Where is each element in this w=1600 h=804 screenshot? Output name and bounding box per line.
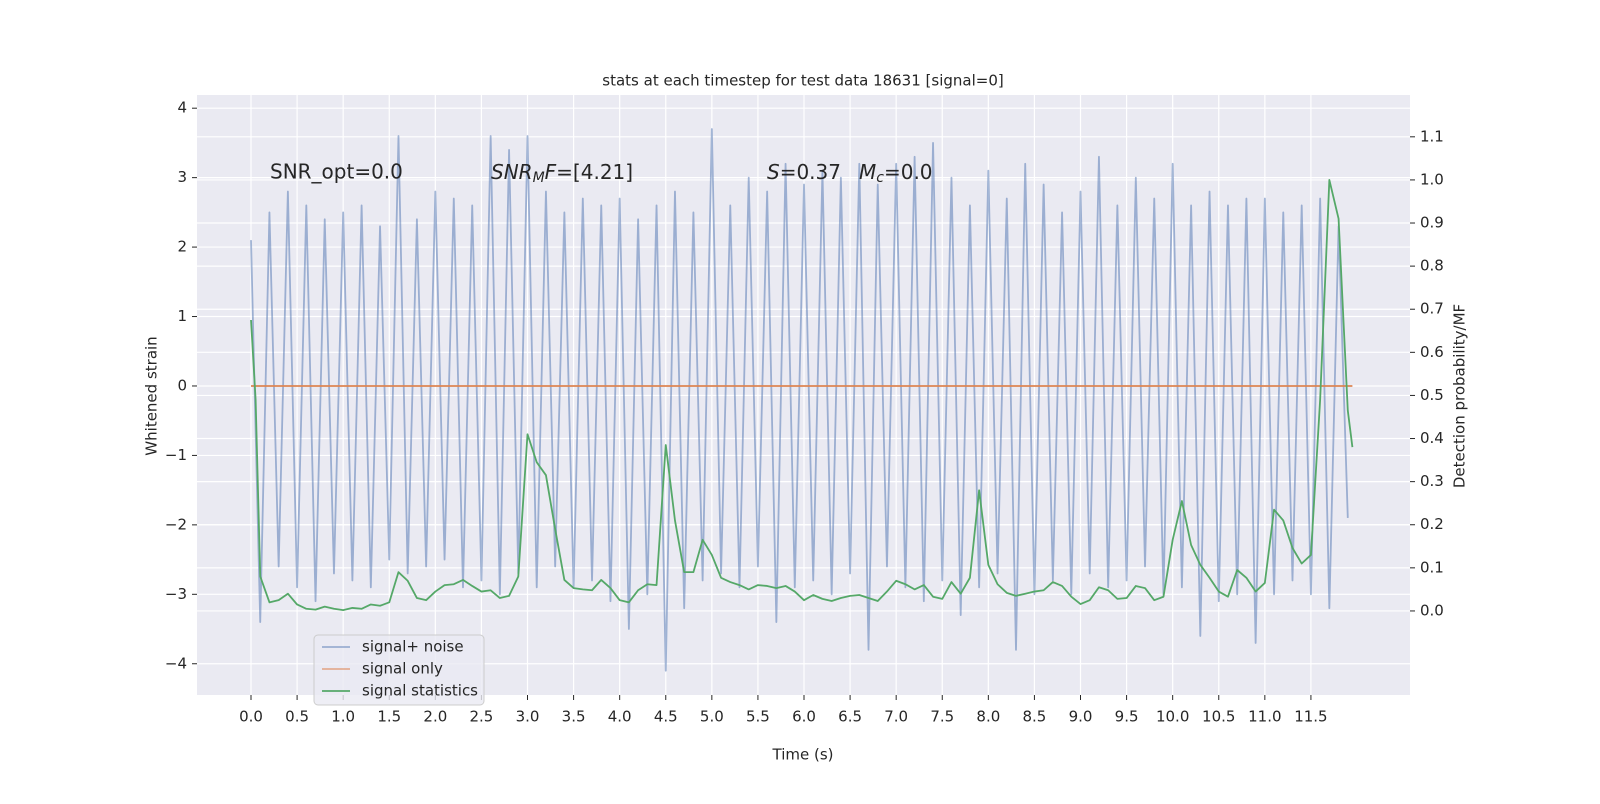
x-tick-label: 2.0 <box>423 708 447 726</box>
x-tick-label: 4.0 <box>608 708 632 726</box>
x-tick-label: 10.5 <box>1202 708 1235 726</box>
x-tick-label: 3.0 <box>516 708 540 726</box>
x-tick-label: 4.5 <box>654 708 678 726</box>
x-tick-label: 5.0 <box>700 708 724 726</box>
y-tick-label: 3 <box>177 168 187 186</box>
y2-tick-label: 0.9 <box>1420 214 1444 232</box>
y2-tick-label: 0.0 <box>1420 601 1444 619</box>
x-tick-label: 8.0 <box>976 708 1000 726</box>
y-tick-label: 2 <box>177 238 187 256</box>
y2-tick-label: 0.6 <box>1420 343 1444 361</box>
x-tick-label: 1.5 <box>377 708 401 726</box>
annotation: SNR_opt=0.0 <box>270 160 403 184</box>
y2-tick-label: 0.7 <box>1420 300 1444 318</box>
y-tick-label: −4 <box>165 654 187 672</box>
x-tick-label: 2.5 <box>469 708 493 726</box>
y2-tick-label: 0.4 <box>1420 429 1444 447</box>
lines <box>250 128 1354 672</box>
y-axis-label: Whitened strain <box>143 336 161 455</box>
annotation: S=0.37 Mc=0.0 <box>767 160 933 187</box>
x-tick-label: 10.0 <box>1156 708 1189 726</box>
x-tick-label: 5.5 <box>746 708 770 726</box>
annotation-part: c <box>876 170 884 186</box>
x-tick-label: 9.5 <box>1115 708 1139 726</box>
annotation-part: M <box>859 160 876 184</box>
y2-tick-label: 0.5 <box>1420 386 1444 404</box>
x-tick-label: 9.0 <box>1069 708 1093 726</box>
axes: 0.0 0.5 1.0 1.5 2.0 2.5 3.0 3.5 4.0 4.5 5.0 5.5 6.0 6… <box>165 99 1444 726</box>
y2-tick-label: 0.3 <box>1420 472 1444 490</box>
legend-label: signal only <box>362 660 443 678</box>
series-line <box>250 179 1354 611</box>
legend-box <box>313 634 485 706</box>
x-tick-label: 0.0 <box>239 708 263 726</box>
x-tick-label: 6.5 <box>838 708 862 726</box>
x-tick-label: 11.5 <box>1294 708 1327 726</box>
x-tick-label: 8.5 <box>1022 708 1046 726</box>
y2-tick-label: 1.0 <box>1420 170 1444 188</box>
y2-axis-label: Detection probability/MF <box>1451 304 1469 488</box>
annotation-part: M <box>533 170 545 186</box>
y2-tick-label: 0.2 <box>1420 515 1444 533</box>
y2-tick-label: 1.1 <box>1420 127 1444 145</box>
y2-tick-label: 0.8 <box>1420 257 1444 275</box>
y-tick-label: −1 <box>165 446 187 464</box>
x-tick-label: 7.0 <box>884 708 908 726</box>
legend-label: signal+ noise <box>362 638 464 656</box>
annotation-part: =0.37 <box>780 160 841 184</box>
x-tick-label: 7.5 <box>930 708 954 726</box>
y-tick-label: 4 <box>177 99 187 117</box>
chart-title: stats at each timestep for test data 186… <box>602 72 1003 90</box>
annotation-part: SNR <box>491 160 533 184</box>
legend: signal+ noise signal only signal statistic… <box>313 634 485 706</box>
x-tick-label: 11.0 <box>1248 708 1281 726</box>
annotation-part: =[4.21] <box>556 160 633 184</box>
y-tick-label: 0 <box>177 376 187 394</box>
x-tick-label: 6.0 <box>792 708 816 726</box>
annotation-part: S <box>767 160 780 184</box>
y-tick-label: −2 <box>165 515 187 533</box>
x-tick-label: 0.5 <box>285 708 309 726</box>
annotation-part: =0.0 <box>884 160 933 184</box>
y-tick-label: −3 <box>165 585 187 603</box>
x-axis-label: Time (s) <box>772 746 834 764</box>
x-tick-label: 1.0 <box>331 708 355 726</box>
annotation-part: F <box>545 160 557 184</box>
annotation: SNRMF=[4.21] <box>491 160 633 187</box>
x-tick-label: 3.5 <box>562 708 586 726</box>
y-tick-label: 1 <box>177 307 187 325</box>
legend-label: signal statistics <box>362 682 478 700</box>
y2-tick-label: 0.1 <box>1420 558 1444 576</box>
